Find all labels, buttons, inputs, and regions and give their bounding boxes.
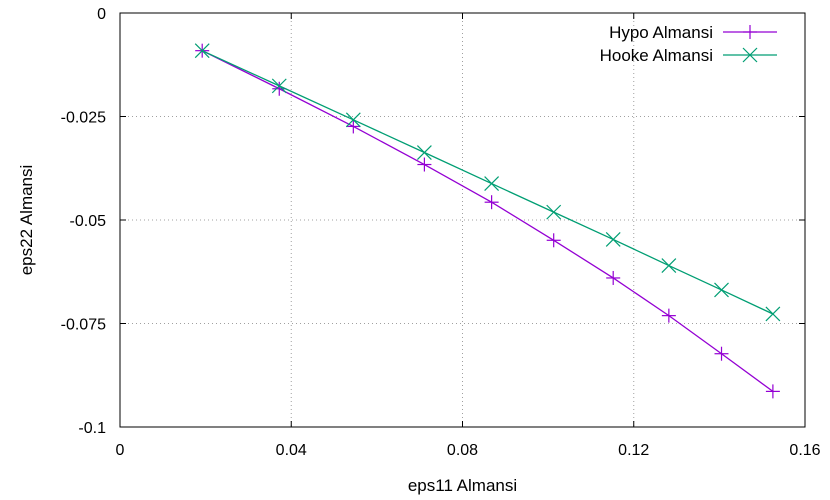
legend-item: Hooke Almansi (600, 46, 777, 65)
y-tick-label: -0.1 (78, 420, 106, 437)
series-line (201, 50, 774, 315)
data-point (661, 258, 677, 273)
legend-marker (743, 25, 757, 39)
data-point (417, 157, 432, 172)
x-tick-label: 0.08 (447, 442, 478, 459)
data-point (765, 306, 781, 322)
data-point (345, 112, 361, 128)
series-hooke (194, 43, 781, 322)
data-point (194, 43, 210, 59)
axis-ticks: 0 0.04 0.08 0.12 0.16 0 -0.025 -0.05 -0.075 -0.1 (61, 6, 821, 459)
data-point (714, 282, 729, 298)
legend-label: Hypo Almansi (609, 23, 713, 42)
grid (120, 13, 805, 427)
data-point (714, 346, 729, 361)
data-point (416, 145, 432, 160)
x-tick-label: 0 (116, 442, 125, 459)
data-point (484, 195, 499, 210)
y-tick-label: -0.075 (61, 317, 106, 334)
data-point (765, 384, 780, 399)
y-tick-label: -0.025 (61, 110, 106, 127)
y-axis-title: eps22 Almansi (17, 165, 36, 276)
series-layer (194, 43, 781, 399)
legend-item: Hypo Almansi (609, 23, 777, 42)
series-line (201, 50, 774, 392)
data-point (606, 270, 621, 285)
data-point (272, 81, 287, 96)
x-tick-label: 0.04 (276, 442, 307, 459)
legend-marker (742, 47, 758, 63)
plot-area-frame (119, 12, 806, 428)
data-point (661, 308, 676, 323)
y-tick-label: 0 (97, 6, 106, 23)
data-point (546, 204, 562, 220)
x-axis-title: eps11 Almansi (408, 476, 517, 495)
legend-label: Hooke Almansi (600, 46, 713, 65)
y-tick-label: -0.05 (70, 213, 107, 230)
data-point (605, 232, 621, 247)
x-tick-label: 0.16 (789, 442, 820, 459)
series-hypo (195, 43, 780, 399)
data-point (346, 119, 361, 134)
legend: Hypo Almansi Hooke Almansi (600, 23, 777, 65)
x-tick-label: 0.12 (618, 442, 649, 459)
data-point (271, 78, 287, 94)
data-point (484, 176, 500, 191)
data-point (546, 233, 561, 248)
